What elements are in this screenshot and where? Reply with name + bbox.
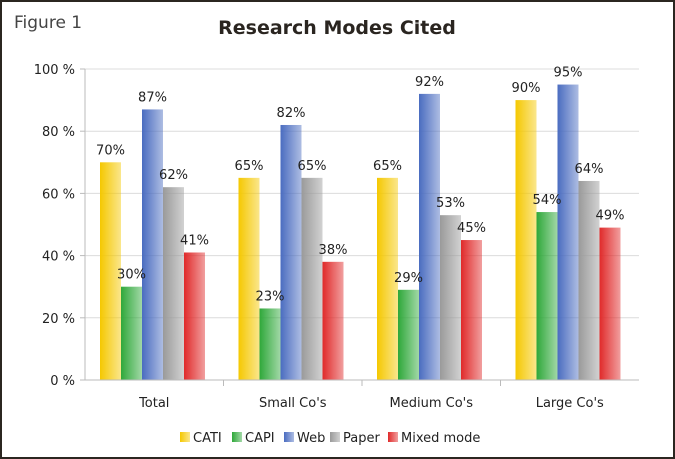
data-label: 65%: [373, 159, 402, 174]
data-label: 95%: [554, 66, 583, 81]
y-tick-label: 80 %: [42, 125, 75, 140]
legend-swatch: [180, 432, 190, 442]
legend-label: Mixed mode: [401, 431, 480, 446]
data-label: 82%: [277, 106, 306, 121]
legend-label: Web: [297, 431, 325, 446]
bar-cati: [238, 177, 260, 380]
bar-capi: [398, 289, 419, 380]
data-label: 49%: [596, 209, 625, 224]
data-label: 70%: [96, 143, 125, 158]
x-tick-label: Large Co's: [536, 396, 604, 411]
y-tick-label: 20 %: [42, 312, 75, 327]
legend-swatch: [284, 432, 294, 442]
data-label: 30%: [117, 268, 146, 283]
chart-title: Research Modes Cited: [218, 17, 456, 39]
data-label: 92%: [415, 75, 444, 90]
data-label: 41%: [180, 233, 209, 248]
bar-mixed-mode: [461, 240, 482, 380]
y-tick-label: 100 %: [34, 63, 75, 78]
bar-capi: [536, 212, 558, 380]
bar-mixed-mode: [184, 252, 205, 380]
data-label: 87%: [138, 90, 167, 105]
bar-web: [419, 93, 440, 380]
legend-label: Paper: [343, 431, 380, 446]
y-tick-label: 40 %: [42, 250, 75, 265]
data-label: 62%: [159, 168, 188, 183]
bar-cati: [515, 100, 537, 380]
legend-label: CATI: [193, 431, 222, 446]
y-tick-label: 0 %: [50, 374, 75, 389]
data-label: 64%: [575, 162, 604, 177]
legend-swatch: [388, 432, 398, 442]
figure-label: Figure 1: [14, 13, 82, 33]
bar-web: [142, 109, 163, 381]
bar-paper: [163, 187, 184, 380]
bar-mixed-mode: [599, 227, 621, 380]
legend-swatch: [330, 432, 340, 442]
data-label: 90%: [512, 81, 541, 96]
bar-paper: [440, 215, 461, 380]
data-label: 53%: [436, 196, 465, 211]
data-label: 65%: [298, 159, 327, 174]
data-label: 38%: [319, 243, 348, 258]
bar-capi: [259, 308, 281, 380]
legend-label: CAPI: [245, 431, 275, 446]
bar-cati: [100, 162, 121, 380]
y-tick-label: 60 %: [42, 187, 75, 202]
data-label: 23%: [256, 289, 285, 304]
data-label: 45%: [457, 221, 486, 236]
legend-swatch: [232, 432, 242, 442]
bar-paper: [301, 177, 323, 380]
bar-web: [557, 84, 579, 381]
x-tick-label: Medium Co's: [390, 396, 474, 411]
bar-web: [280, 124, 302, 380]
bar-cati: [377, 177, 398, 380]
bar-paper: [578, 180, 600, 380]
data-label: 29%: [394, 271, 423, 286]
data-label: 54%: [533, 193, 562, 208]
x-tick-label: Small Co's: [259, 396, 327, 411]
bar-mixed-mode: [322, 261, 344, 380]
data-label: 65%: [235, 159, 264, 174]
x-tick-label: Total: [138, 396, 169, 411]
bar-capi: [121, 286, 142, 380]
